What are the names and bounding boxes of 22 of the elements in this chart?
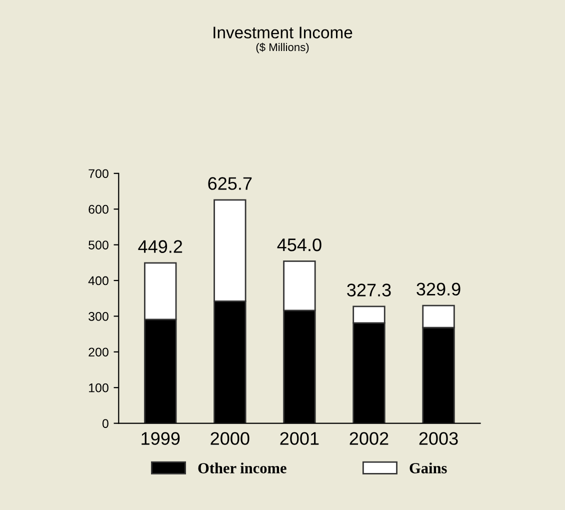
total-label: 329.9 <box>416 282 460 296</box>
y-tick-label: 400 <box>88 276 108 286</box>
x-tick-label: 2000 <box>210 432 250 445</box>
y-tick-label: 500 <box>88 240 108 250</box>
x-tick-label: 2001 <box>280 432 319 445</box>
total-label: 327.3 <box>347 284 391 296</box>
x-tick-label: 2002 <box>350 432 388 445</box>
y-tick-label: 200 <box>88 348 108 357</box>
total-label: 625.7 <box>208 177 252 190</box>
x-tick-label: 2003 <box>419 432 458 445</box>
chart-title: Investment Income <box>214 26 352 38</box>
y-tick-label: 100 <box>89 383 108 392</box>
y-tick-label: 300 <box>88 312 108 321</box>
y-tick-label: 600 <box>88 204 108 214</box>
y-tick-label: 700 <box>88 169 108 178</box>
chart-subtitle: ($ Millions) <box>256 42 309 54</box>
legend-label: Gains <box>410 462 447 474</box>
total-label: 449.2 <box>138 240 182 253</box>
total-label: 454.0 <box>277 238 322 252</box>
x-tick-label: 1999 <box>142 432 180 445</box>
legend-label: Other income <box>198 462 286 474</box>
y-tick-label: 0 <box>102 419 108 428</box>
